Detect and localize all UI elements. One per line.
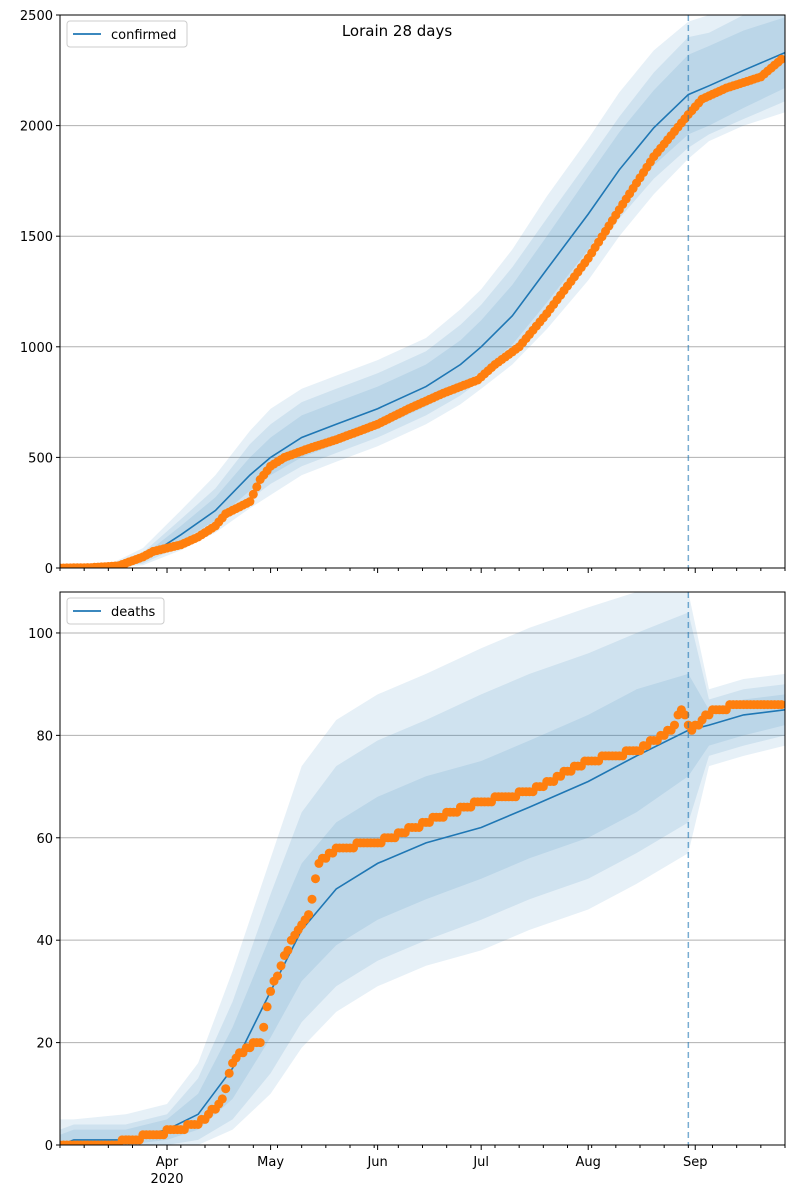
model-line bbox=[60, 51, 785, 568]
legend-box bbox=[66, 20, 188, 48]
y-tick-label: 0 bbox=[45, 562, 53, 577]
x-tick-label: Aug bbox=[576, 1155, 601, 1170]
legend-label: confirmed bbox=[111, 28, 177, 43]
observed-point bbox=[248, 489, 258, 499]
observed-point bbox=[221, 1084, 231, 1094]
uncertainty-band bbox=[60, 17, 785, 568]
observed-point bbox=[276, 961, 286, 971]
x-tick-label: Jul bbox=[472, 1155, 489, 1170]
y-tick-label: 2500 bbox=[20, 9, 53, 24]
y-tick-label: 2000 bbox=[20, 120, 53, 135]
plot-area bbox=[60, 592, 785, 1145]
plot-area bbox=[60, 15, 785, 568]
observed-point bbox=[245, 497, 255, 507]
y-tick-label: 40 bbox=[36, 934, 53, 949]
legend-box bbox=[66, 597, 165, 625]
observed-point bbox=[252, 482, 262, 492]
uncertainty-band bbox=[60, 673, 785, 1145]
observed-point bbox=[307, 894, 317, 904]
y-tick-label: 500 bbox=[28, 451, 53, 466]
observed-point bbox=[283, 945, 293, 955]
deaths-panel: 0 20 40 60 80 100 Apr May Jun Jul Aug Sep 2020 deaths bbox=[28, 591, 786, 1187]
confirmed-panel: 0 500 1000 1500 2000 2500 confirmed bbox=[20, 9, 786, 577]
y-tick-label: 100 bbox=[28, 627, 53, 642]
x-tick-label: Apr bbox=[156, 1155, 179, 1170]
y-tick-label: 60 bbox=[36, 832, 53, 847]
y-tick-label: 1500 bbox=[20, 230, 53, 245]
uncertainty-band bbox=[60, 15, 785, 568]
observed-point bbox=[777, 700, 785, 710]
x-tick-label: Jun bbox=[366, 1155, 387, 1170]
legend-label: deaths bbox=[111, 605, 156, 620]
uncertainty-band bbox=[60, 612, 785, 1145]
observed-point bbox=[262, 1002, 272, 1012]
observed-point bbox=[273, 971, 282, 981]
observed-point bbox=[311, 874, 320, 884]
x-tick-label: Sep bbox=[683, 1155, 708, 1170]
y-tick-label: 20 bbox=[36, 1037, 53, 1052]
x-year-label: 2020 bbox=[150, 1172, 183, 1187]
observed-point bbox=[255, 1038, 265, 1048]
observed-point bbox=[777, 54, 785, 64]
chart-title: Lorain 28 days bbox=[342, 22, 453, 40]
uncertainty-band bbox=[60, 15, 785, 568]
observed-point bbox=[217, 1094, 227, 1104]
observed-point bbox=[304, 910, 314, 920]
observed-point bbox=[680, 710, 690, 720]
observed-point bbox=[670, 720, 679, 730]
uncertainty-band bbox=[60, 592, 785, 1145]
observed-point bbox=[266, 986, 276, 996]
y-tick-label: 1000 bbox=[20, 341, 53, 356]
y-tick-label: 0 bbox=[45, 1139, 53, 1154]
x-tick-label: May bbox=[257, 1155, 284, 1170]
observed-point bbox=[259, 1022, 269, 1032]
y-tick-label: 80 bbox=[36, 729, 53, 744]
observed-point bbox=[224, 1068, 234, 1078]
